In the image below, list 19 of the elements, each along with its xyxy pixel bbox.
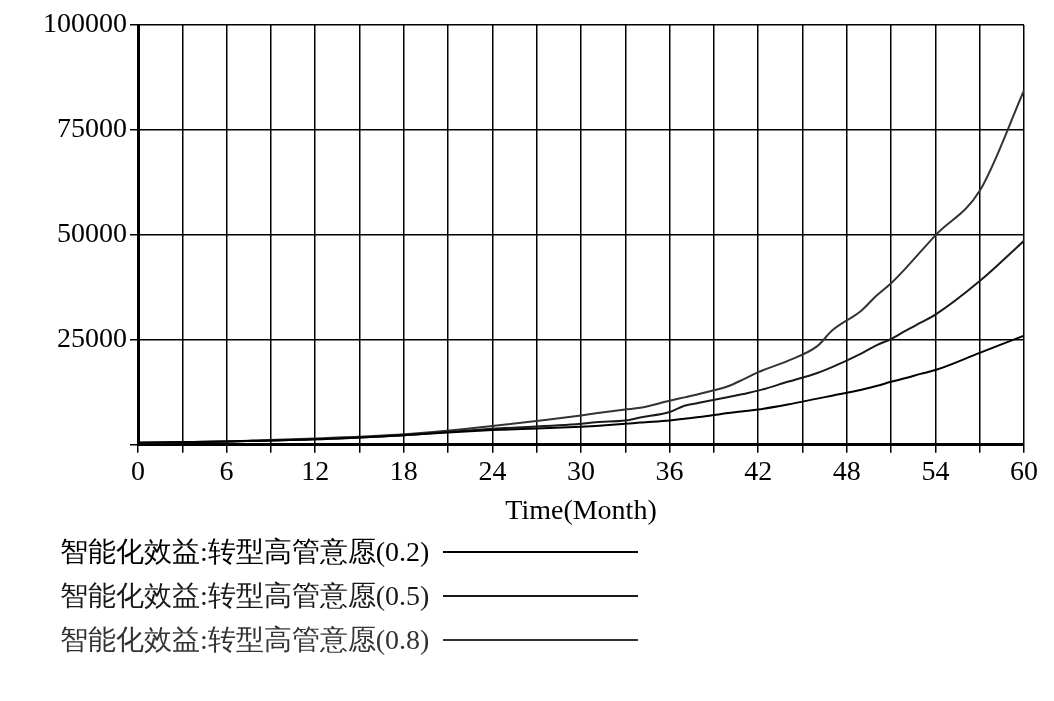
x-tick-label: 0 bbox=[131, 454, 145, 486]
x-tick-label: 24 bbox=[478, 454, 507, 486]
x-tick-label: 30 bbox=[567, 454, 595, 486]
x-tick-label: 6 bbox=[219, 454, 234, 486]
text: 智能化效益:转型高管意愿(0.5) bbox=[60, 579, 430, 613]
x-tick-label: 60 bbox=[1010, 454, 1038, 486]
x-tick-label: 18 bbox=[389, 454, 418, 486]
x-tick-label: 54 bbox=[921, 454, 950, 486]
x-tick-label: 36 bbox=[655, 454, 684, 486]
text: 智能化效益:转型高管意愿(0.2) bbox=[60, 535, 430, 569]
x-tick-label: 42 bbox=[744, 454, 773, 486]
x-axis-title: Time(Month) bbox=[505, 493, 657, 525]
x-tick-label: 12 bbox=[301, 454, 330, 486]
x-tick-label: 48 bbox=[832, 454, 861, 486]
y-tick-label: 75000 bbox=[57, 112, 127, 144]
y-tick-label: 100000 bbox=[43, 7, 127, 39]
text: 智能化效益:转型高管意愿(0.8) bbox=[60, 623, 430, 657]
y-tick-label: 25000 bbox=[57, 322, 127, 354]
y-tick-label: 50000 bbox=[57, 217, 127, 249]
